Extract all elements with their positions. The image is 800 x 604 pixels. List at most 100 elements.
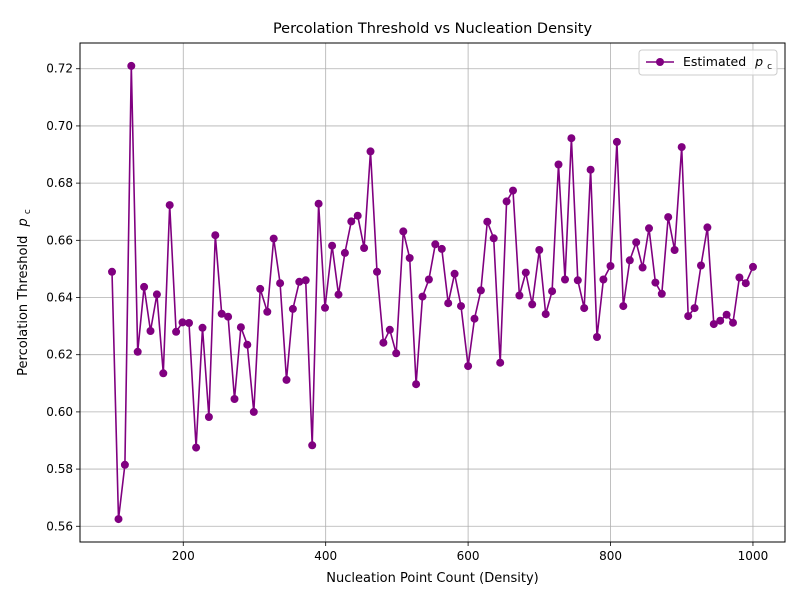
data-point (483, 217, 492, 226)
y-tick-label: 0.56 (46, 519, 73, 533)
data-point (619, 302, 628, 311)
data-point (741, 279, 750, 288)
data-point (561, 275, 569, 284)
x-tick-label: 400 (314, 549, 337, 563)
data-point (521, 268, 530, 277)
chart-title: Percolation Threshold vs Nucleation Dens… (273, 21, 593, 37)
data-point (165, 201, 174, 210)
data-point (211, 231, 220, 240)
data-point (424, 275, 433, 284)
data-point (690, 304, 699, 313)
data-point (373, 267, 381, 276)
legend-entry-label: Estimated p c (683, 54, 772, 72)
data-point (366, 147, 375, 156)
data-point (735, 273, 744, 282)
data-point (256, 284, 265, 293)
data-point (657, 289, 666, 298)
data-point (418, 292, 427, 301)
data-point (399, 227, 408, 236)
data-point (716, 316, 725, 325)
data-point (159, 369, 168, 378)
data-point (217, 309, 226, 318)
data-point (554, 160, 563, 169)
data-point (308, 441, 317, 450)
data-point (645, 224, 653, 233)
data-point (515, 291, 524, 300)
x-axis-label: Nucleation Point Count (Density) (326, 571, 538, 586)
data-point (243, 340, 252, 349)
data-point (392, 349, 401, 358)
legend-entry-subscript: c (767, 62, 772, 72)
data-point (140, 282, 149, 291)
data-point (314, 199, 323, 208)
y-axis-label-symbol: p (16, 218, 31, 227)
legend: Estimated p c (638, 49, 778, 76)
data-point (295, 277, 304, 286)
axis-ticks: 200 400 600 800 1000 0.56 0.58 0.60 0.62 0.64 0.66… (46, 62, 768, 563)
y-axis-label: Percolation Threshold p c (16, 209, 33, 376)
data-point (749, 262, 757, 271)
data-point (385, 325, 394, 334)
data-point (697, 261, 705, 270)
data-point (489, 234, 498, 243)
y-tick-label: 0.68 (46, 176, 73, 190)
data-point (709, 320, 718, 329)
data-point (288, 304, 297, 313)
data-point (114, 515, 123, 524)
data-point (204, 413, 213, 421)
data-point (573, 276, 582, 285)
data-point (276, 279, 285, 288)
y-tick-label: 0.60 (46, 405, 73, 419)
data-point (593, 333, 601, 341)
data-point (437, 244, 446, 253)
data-point (133, 347, 142, 356)
data-point (360, 244, 369, 252)
data-point (476, 286, 485, 295)
data-point (567, 134, 576, 143)
data-point (249, 407, 258, 416)
data-point (172, 327, 181, 336)
data-point (502, 197, 511, 206)
data-point (470, 314, 479, 323)
data-point (509, 186, 517, 195)
data-point (198, 323, 207, 332)
data-point (612, 137, 621, 146)
data-point (405, 254, 414, 262)
data-point (146, 327, 155, 335)
data-point (496, 358, 505, 367)
data-point (178, 318, 187, 327)
data-point (651, 278, 660, 287)
data-point (703, 223, 712, 232)
data-point (334, 290, 343, 299)
y-tick-label: 0.72 (46, 62, 73, 76)
data-point (379, 338, 388, 347)
series-line (111, 65, 754, 520)
data-point (282, 375, 291, 384)
data-point (464, 362, 473, 371)
data-point (353, 211, 362, 220)
data-point (185, 319, 193, 327)
data-point (722, 310, 731, 319)
y-tick-label: 0.58 (46, 462, 73, 476)
data-point (321, 303, 329, 312)
data-point (412, 380, 421, 389)
legend-box (638, 49, 778, 76)
data-point (632, 238, 641, 247)
data-point (548, 287, 557, 296)
y-tick-label: 0.70 (46, 119, 73, 133)
data-point (606, 262, 615, 270)
data-point (528, 300, 537, 309)
data-point (224, 312, 233, 321)
data-point (664, 213, 673, 222)
x-tick-label: 800 (599, 549, 622, 563)
data-point (263, 307, 272, 316)
x-tick-label: 200 (172, 549, 195, 563)
y-axis-label-subscript: c (23, 209, 33, 214)
plot-frame (79, 42, 786, 543)
y-tick-label: 0.62 (46, 348, 73, 362)
data-point (192, 443, 201, 452)
data-point (586, 165, 595, 174)
y-tick-label: 0.66 (46, 233, 73, 247)
data-point (677, 143, 686, 152)
